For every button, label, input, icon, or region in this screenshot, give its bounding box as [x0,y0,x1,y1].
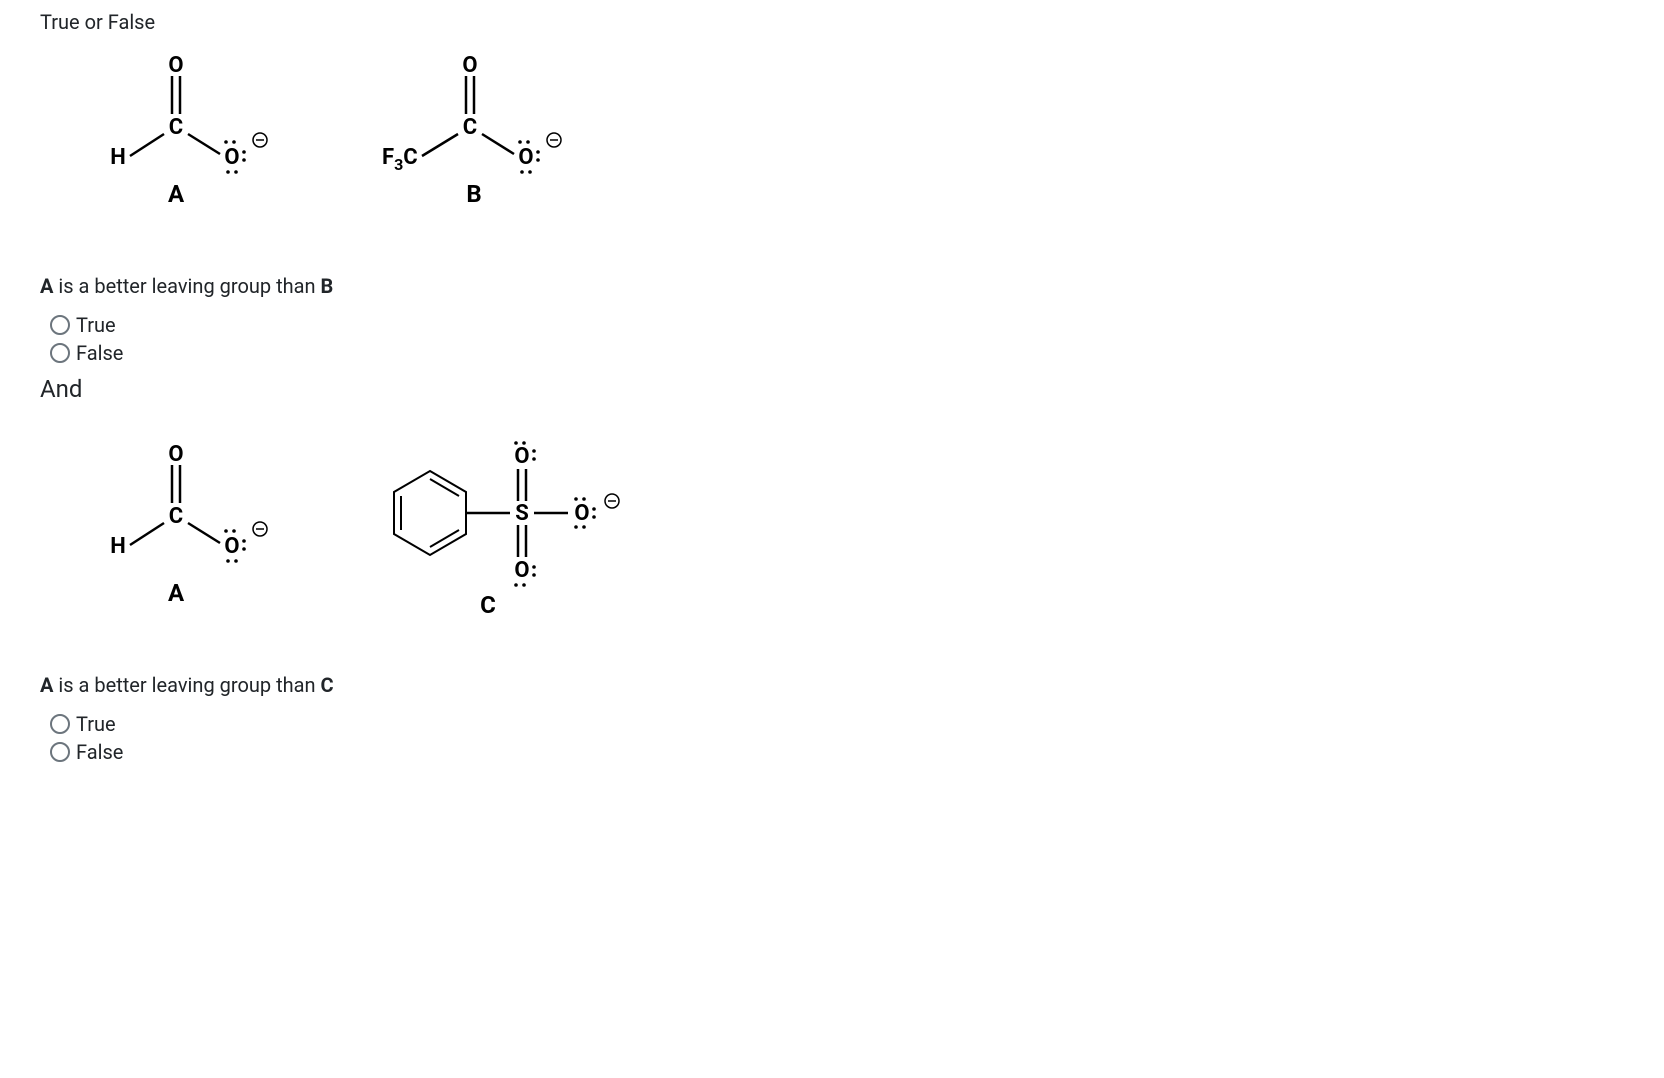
atom-O-neg-b: O [518,145,533,170]
structure-A: O C H O A [90,54,280,224]
q1-option-true[interactable]: True [50,313,1624,337]
label-A: A [168,180,185,208]
atom-O-neg-2: O [224,534,239,559]
structure-C: S O O O [360,423,640,623]
atom-H: H [110,145,126,170]
atom-C-2: C [169,504,183,529]
structures-row-1: O C H O A O C [90,54,1624,224]
structure-A-2: O C H O A [90,423,280,623]
label-B: B [466,180,481,208]
structures-row-2: O C H O A S [90,423,1624,623]
q2-option-false[interactable]: False [50,740,1624,764]
atom-O-up: O [514,444,529,469]
atom-O-right: O [574,501,589,526]
and-text: And [40,375,1624,403]
atom-O-top-2: O [168,442,183,467]
q2-option-true[interactable]: True [50,712,1624,736]
atom-O-top-b: O [462,54,477,78]
header-text: True or False [40,10,1624,34]
atom-S: S [515,501,529,526]
radio-icon[interactable] [50,714,70,734]
radio-icon[interactable] [50,742,70,762]
question-1-options: True False [50,313,1624,365]
q1-option-false[interactable]: False [50,341,1624,365]
atom-F3C: F3C [382,145,418,174]
question-2-text: A is a better leaving group than C [40,673,1624,697]
atom-O-neg: O [224,145,239,170]
atom-C: C [169,115,183,140]
atom-H-2: H [110,534,126,559]
atom-O-top: O [168,54,183,78]
option-label: False [76,740,123,764]
radio-icon[interactable] [50,343,70,363]
option-label: False [76,341,123,365]
question-1-text: A is a better leaving group than B [40,274,1624,298]
atom-O-down: O [514,558,529,583]
atom-C-b: C [463,115,477,140]
label-A-2: A [168,579,185,607]
option-label: True [76,313,116,337]
structure-B: O C F3C O B [360,54,580,224]
option-label: True [76,712,116,736]
question-2-options: True False [50,712,1624,764]
label-C: C [480,591,496,619]
radio-icon[interactable] [50,315,70,335]
